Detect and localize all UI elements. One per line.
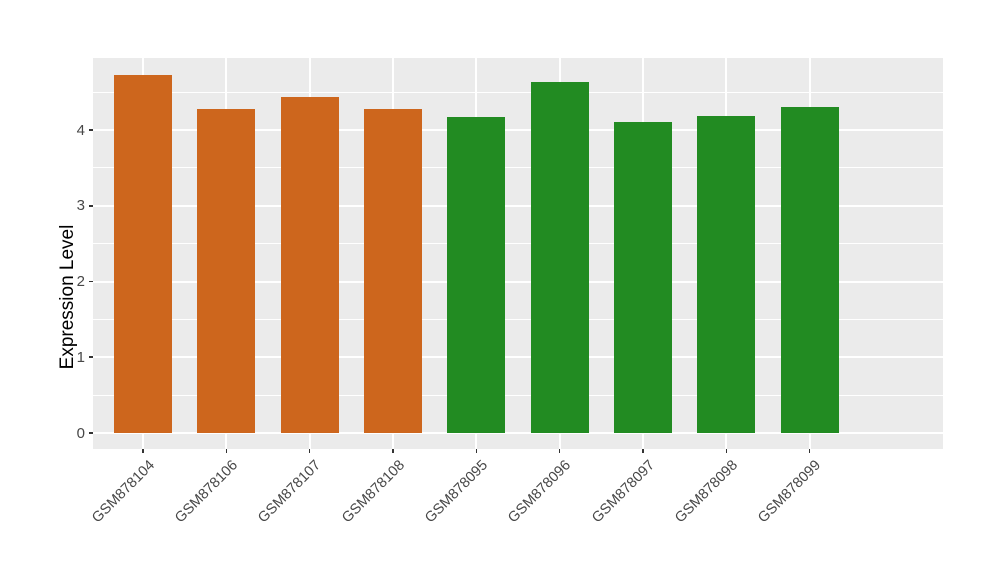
y-tick-label: 0 <box>76 424 85 442</box>
gridline-major <box>93 204 943 207</box>
x-tick-label-GSM878096: GSM878096 <box>505 457 575 527</box>
bar-GSM878098[interactable] <box>697 116 756 433</box>
y-tick-label: 3 <box>76 197 85 215</box>
gridline-minor <box>93 167 943 169</box>
gridline-major <box>93 129 943 131</box>
y-tick-mark <box>89 356 93 359</box>
gridline-minor <box>93 243 943 245</box>
plot-panel <box>93 58 943 449</box>
gridline-major <box>93 356 943 359</box>
bar-GSM878104[interactable] <box>113 74 173 433</box>
bar-GSM878096[interactable] <box>530 82 589 433</box>
y-tick-label: 4 <box>76 121 85 139</box>
x-tick-label-GSM878107: GSM878107 <box>255 457 325 527</box>
x-tick-label-GSM878108: GSM878108 <box>338 457 408 527</box>
x-tick-label-GSM878104: GSM878104 <box>88 457 158 527</box>
bar-GSM878097[interactable] <box>613 122 673 433</box>
x-tick-label-GSM878098: GSM878098 <box>672 457 741 527</box>
x-tick-label-GSM878095: GSM878095 <box>422 457 491 527</box>
y-tick-mark <box>89 432 93 434</box>
gridline-minor <box>93 394 943 396</box>
bar-GSM878107[interactable] <box>280 96 339 433</box>
y-tick-label: 2 <box>76 273 85 290</box>
bar-GSM878095[interactable] <box>447 117 506 433</box>
x-tick-label-GSM878099: GSM878099 <box>755 457 825 527</box>
gridline-minor <box>93 318 943 320</box>
bar-GSM878108[interactable] <box>363 108 423 433</box>
y-tick-mark <box>89 280 93 283</box>
x-tick-mark <box>642 449 644 453</box>
x-tick-mark <box>142 449 144 453</box>
bar-GSM878099[interactable] <box>780 106 839 433</box>
x-tick-mark <box>725 449 728 453</box>
gridline-minor <box>93 91 943 93</box>
y-tick-mark <box>89 129 93 131</box>
x-tick-label-GSM878097: GSM878097 <box>588 457 658 527</box>
x-tick-label-GSM878106: GSM878106 <box>172 457 241 527</box>
y-tick-mark <box>89 204 93 207</box>
x-tick-mark <box>308 449 311 453</box>
x-tick-mark <box>475 449 478 453</box>
x-tick-mark <box>225 449 228 453</box>
gridline-major <box>93 280 943 283</box>
gridline-major <box>93 432 943 434</box>
bar-GSM878106[interactable] <box>197 108 256 433</box>
y-tick-label: 1 <box>76 348 85 366</box>
x-tick-mark <box>392 449 394 453</box>
x-tick-mark <box>558 449 561 453</box>
x-tick-mark <box>808 449 811 453</box>
y-axis-title: Expression Level <box>57 224 78 370</box>
